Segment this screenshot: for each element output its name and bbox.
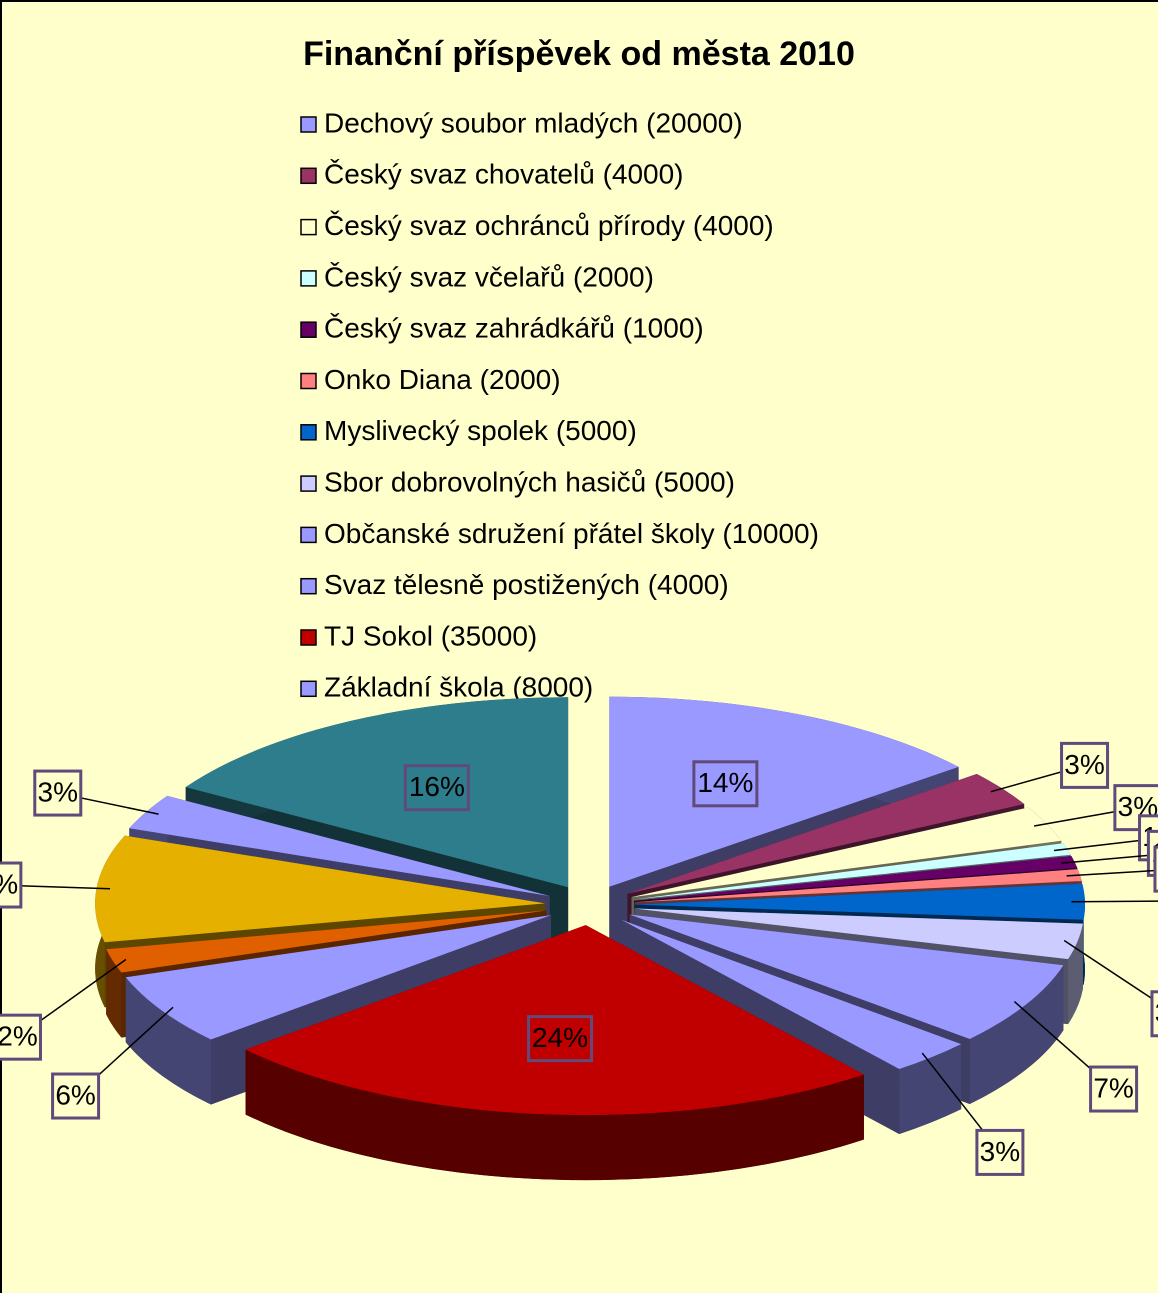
- data-label: 3%: [980, 1136, 1020, 1167]
- legend-label: Český svaz ochránců přírody (4000): [324, 210, 774, 241]
- legend-swatch: [300, 167, 317, 185]
- slice: [631, 807, 1062, 898]
- legend-label: TJ Sokol (35000): [324, 620, 537, 651]
- legend-swatch: [300, 321, 317, 338]
- legend-swatch: [300, 629, 317, 646]
- slice-side: [245, 1049, 864, 1181]
- label-box: [527, 1015, 594, 1063]
- legend-swatch: [300, 270, 317, 287]
- label-box: [1150, 990, 1158, 1038]
- legend-swatch: [300, 372, 317, 390]
- pie: [95, 696, 1085, 1181]
- slice: [125, 915, 552, 1040]
- legend-label: Myslivecký spolek (5000): [324, 415, 637, 446]
- slice: [629, 914, 1064, 1039]
- slice: [129, 795, 550, 897]
- label-box: [0, 1013, 42, 1061]
- leader-line: [1071, 900, 1158, 903]
- legend-swatch: [300, 577, 317, 595]
- legend-swatch: [300, 116, 317, 133]
- label-box: [1146, 829, 1158, 877]
- legend-swatch: [300, 526, 317, 544]
- data-label: 6%: [55, 1079, 95, 1110]
- data-label: 3%: [1064, 749, 1104, 780]
- legend-label: Sbor dobrovolných hasičů (5000): [324, 466, 735, 497]
- data-label: 3%: [38, 776, 78, 807]
- label-box: [0, 861, 23, 909]
- label-box: [1153, 845, 1158, 893]
- legend-label: Český svaz zahrádkářů (1000): [324, 313, 704, 344]
- label-box: [403, 764, 470, 812]
- label-box: [33, 769, 83, 817]
- slice-side: [1068, 923, 1083, 1025]
- slice: [634, 856, 1078, 901]
- legend-swatch: [300, 680, 317, 698]
- slice: [627, 773, 1025, 894]
- legend-swatch: [300, 475, 317, 492]
- data-label: 7%: [1093, 1072, 1133, 1103]
- slice: [621, 919, 962, 1070]
- data-label: 9%: [0, 868, 18, 899]
- legend-swatch: [300, 424, 317, 441]
- legend-label: Dechový soubor mladých (20000): [324, 107, 743, 138]
- label-box: [51, 1072, 101, 1120]
- leader-line: [1066, 869, 1158, 877]
- legend-label: Svaz tělesně postižených (4000): [324, 569, 729, 600]
- slice: [185, 697, 569, 888]
- slice: [634, 883, 1085, 920]
- slice: [95, 835, 546, 943]
- slice: [633, 843, 1071, 900]
- slice: [106, 910, 547, 973]
- legend-label: Český svaz včelařů (2000): [324, 261, 654, 292]
- slice-side: [969, 965, 1064, 1104]
- label-box: [1060, 741, 1110, 789]
- slice-side: [899, 1044, 962, 1135]
- legend-label: Onko Diana (2000): [324, 364, 561, 395]
- label-box: [1089, 1065, 1139, 1113]
- legend-swatch: [300, 218, 317, 236]
- data-label: 14%: [697, 767, 753, 798]
- data-label: 2%: [0, 1021, 38, 1052]
- legend-label: Český svaz chovatelů (4000): [324, 159, 684, 190]
- data-label: 16%: [409, 771, 465, 802]
- chart-title: Finanční příspěvek od města 2010: [303, 35, 855, 73]
- slice-side: [125, 977, 211, 1105]
- label-box: [975, 1128, 1025, 1176]
- legend-label: Občanské sdružení přátel školy (10000): [324, 518, 819, 549]
- slice: [245, 925, 864, 1116]
- data-label: 3%: [1155, 997, 1158, 1028]
- slice: [634, 908, 1083, 960]
- slice: [634, 869, 1082, 903]
- label-box: [692, 760, 759, 808]
- slice: [609, 696, 959, 887]
- data-label: 24%: [532, 1022, 588, 1053]
